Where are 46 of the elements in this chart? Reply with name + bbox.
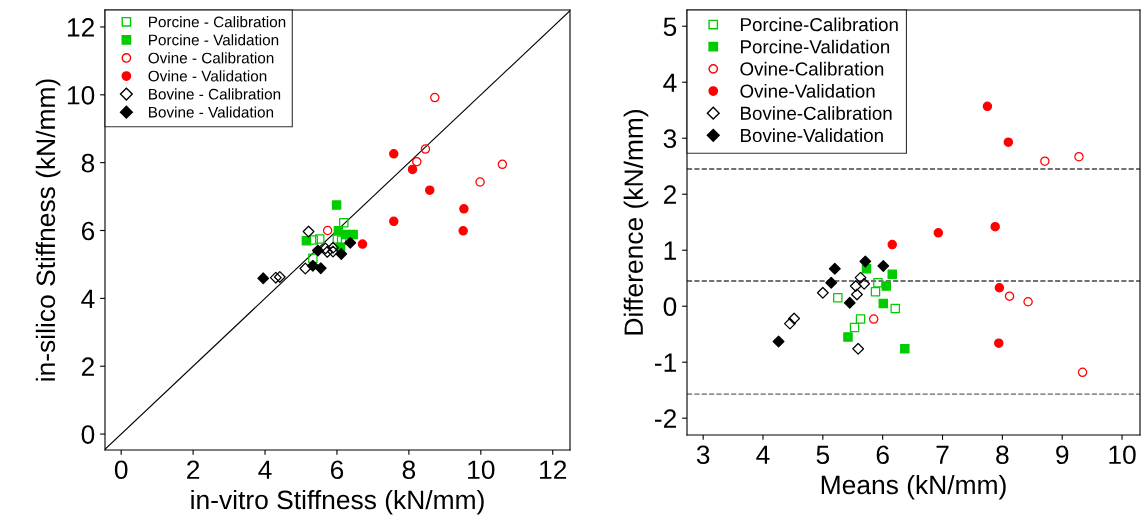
- x-tick-label: 3: [696, 445, 710, 465]
- x-tick-label: 5: [816, 445, 830, 465]
- legend-label: Bovine - Validation: [149, 106, 274, 118]
- y-tick-label: 3: [663, 129, 677, 149]
- y-tick-label: 2: [663, 185, 676, 204]
- legend-label: Ovine - Validation: [148, 70, 267, 82]
- y-tick-label: -1: [654, 353, 676, 372]
- x-axis-title: in-vitro Stiffness (kN/mm): [191, 489, 484, 515]
- x-tick-label: 9: [1056, 445, 1069, 465]
- y-tick-label: 2: [81, 357, 94, 376]
- legend-label: Ovine-Calibration: [740, 61, 884, 76]
- legend-label: Ovine - Calibration: [148, 52, 274, 64]
- x-tick-label: 4: [756, 445, 770, 464]
- y-axis-title: Difference (kN/mm): [623, 110, 649, 335]
- y-axis-title: in-silico Stiffness (kN/mm): [35, 79, 61, 381]
- x-tick-label: 10: [1109, 445, 1136, 465]
- x-tick-label: 0: [114, 460, 128, 480]
- y-tick-label: 0: [663, 297, 677, 317]
- x-axis-title: Means (kN/mm): [821, 474, 1006, 500]
- y-tick-label: 4: [663, 73, 677, 92]
- legend-label: Porcine - Calibration: [149, 16, 286, 28]
- x-tick-label: 2: [187, 460, 200, 479]
- x-tick-label: 6: [330, 460, 344, 480]
- legend-label: Bovine-Validation: [741, 128, 883, 143]
- x-tick-label: 10: [468, 460, 495, 480]
- y-tick-label: -2: [654, 409, 676, 428]
- x-tick-label: 6: [876, 445, 889, 465]
- y-tick-label: 0: [81, 425, 95, 444]
- legend-label: Porcine-Validation: [741, 39, 890, 54]
- legend-label: Porcine - Validation: [149, 34, 279, 46]
- x-tick-label: 8: [402, 460, 416, 480]
- legend-label: Porcine-Calibration: [741, 17, 898, 32]
- legend-label: Ovine-Validation: [740, 84, 875, 98]
- x-tick-label: 8: [996, 445, 1009, 465]
- y-tick-label: 1: [664, 241, 676, 260]
- legend-label: Bovine-Calibration: [741, 106, 892, 120]
- y-tick-label: 10: [67, 85, 95, 105]
- y-tick-label: 5: [663, 17, 677, 37]
- y-tick-label: 8: [81, 153, 95, 173]
- x-tick-label: 12: [540, 460, 567, 479]
- legend-label: Bovine - Calibration: [149, 88, 281, 100]
- y-tick-label: 12: [67, 18, 94, 37]
- x-tick-label: 4: [258, 460, 272, 479]
- y-tick-label: 6: [81, 221, 95, 241]
- y-tick-label: 4: [81, 289, 95, 308]
- x-tick-label: 7: [936, 445, 949, 464]
